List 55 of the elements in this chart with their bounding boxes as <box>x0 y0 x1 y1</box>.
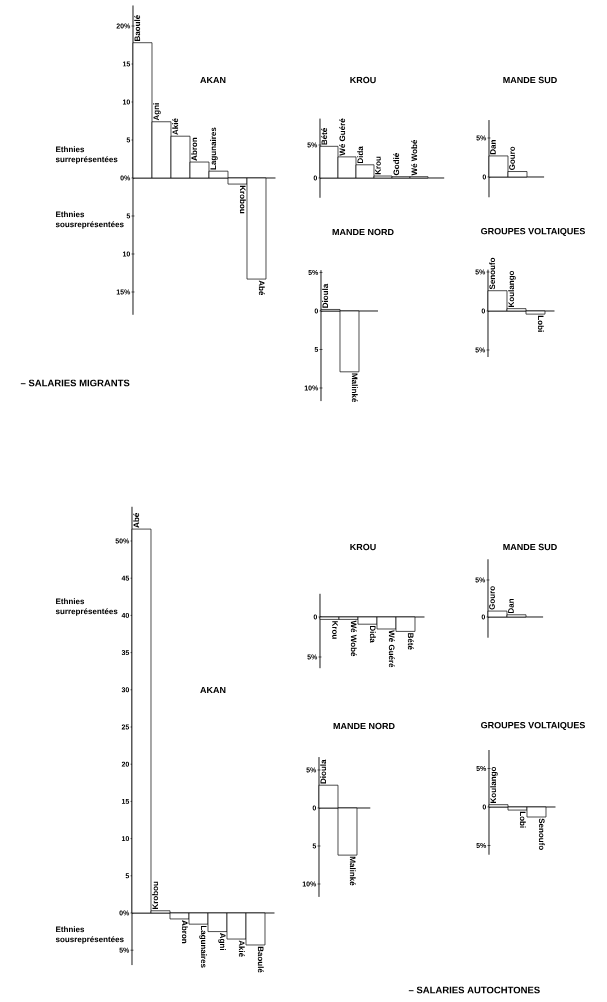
x-tick-label: Wé Wobé <box>411 139 418 176</box>
text: AKAN <box>200 76 226 84</box>
x-tick-label: Dan <box>508 598 514 614</box>
x-tick-label: Abé <box>133 513 140 528</box>
x-tick-label: Lagunaires <box>210 127 218 170</box>
x-tick-label: Dioula <box>320 759 327 784</box>
x-tick-label: Lobi <box>519 811 526 828</box>
x-tick-label: Krou <box>375 156 381 175</box>
x-tick-label: Baoulé <box>257 946 264 973</box>
x-tick-label: Gouro <box>489 586 495 610</box>
text: Ethnies surreprésentées <box>55 146 118 164</box>
x-tick-label: Bété <box>321 128 328 145</box>
text: Ethnies sousreprésentées <box>55 926 124 944</box>
x-tick-label: Malinké <box>349 856 356 886</box>
x-tick-label: Dan <box>490 140 496 155</box>
x-tick-label: Gouro <box>509 146 515 171</box>
x-tick-label: Krobou <box>239 185 246 214</box>
x-tick-label: Senoufo <box>489 257 496 290</box>
x-tick-label: Wé Guéré <box>388 630 395 668</box>
x-tick-label: Godié <box>393 153 400 176</box>
x-tick-label: Baoulé <box>134 15 141 41</box>
x-tick-label: Koulango <box>508 270 516 307</box>
x-tick-label: Abron <box>181 920 188 944</box>
x-tick-label: Dida <box>357 146 364 164</box>
x-tick-label: Krou <box>332 621 338 639</box>
x-tick-label: Malinké <box>351 373 358 403</box>
chart-title: MANDE NORD <box>332 228 394 236</box>
x-tick-label: Akié <box>238 940 245 957</box>
x-tick-label: Senoufo <box>538 818 545 850</box>
chart-title: GROUPES VOLTAIQUES <box>481 227 585 237</box>
x-tick-label: Dida <box>369 625 376 643</box>
chart-title: KROU <box>350 76 376 84</box>
x-tick-label: Wé Guéré <box>339 118 346 156</box>
chart-title: MANDE NORD <box>333 722 395 730</box>
x-tick-label: Abé <box>258 280 265 296</box>
x-tick-label: Akié <box>172 118 179 135</box>
chart-title: KROU <box>350 543 376 551</box>
x-tick-label: Agni <box>153 103 161 121</box>
text: Ethnies surreprésentées <box>55 598 118 616</box>
chart-title: MANDE SUD <box>503 76 557 84</box>
text: AKAN <box>200 686 226 694</box>
text: – SALARIES AUTOCHTONES <box>408 986 540 994</box>
x-tick-label: Abron <box>191 137 198 161</box>
x-tick-label: Lobi <box>537 315 544 332</box>
x-tick-label: Bété <box>407 633 414 650</box>
x-tick-label: Wé Wobé <box>350 620 357 657</box>
x-tick-label: Krobou <box>152 881 159 910</box>
text: – SALARIES MIGRANTS <box>20 379 130 387</box>
chart-title: MANDE SUD <box>503 543 557 551</box>
x-tick-label: Dioula <box>322 283 329 308</box>
chart-title: GROUPES VOLTAIQUES <box>481 721 585 731</box>
text: Ethnies sousreprésentées <box>55 211 124 229</box>
x-tick-label: Agni <box>218 933 226 951</box>
x-tick-label: Lagunaires <box>199 925 207 968</box>
x-tick-label: Koulango <box>490 766 498 803</box>
